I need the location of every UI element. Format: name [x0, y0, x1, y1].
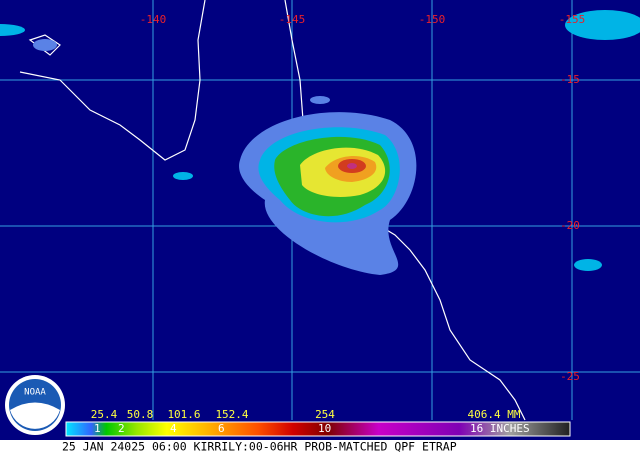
mm-label: 406.4 MM — [468, 408, 521, 421]
inch-labels: 1 2 4 6 10 16 INCHES — [94, 422, 530, 435]
longitude-label: -150 — [419, 13, 446, 26]
rainfall — [0, 10, 640, 275]
logo-text: NOAA — [24, 388, 46, 398]
mm-label: 152.4 — [215, 408, 248, 421]
latitude-label: -20 — [560, 219, 580, 232]
mm-label: 50.8 — [127, 408, 154, 421]
inch-label: 1 — [94, 422, 101, 435]
mm-labels: 25.4 50.8 101.6 152.4 254 406.4 MM — [91, 408, 521, 421]
color-bar — [65, 421, 571, 437]
latitude-label: -15 — [560, 73, 580, 86]
inch-label: 10 — [318, 422, 331, 435]
mm-label: 101.6 — [167, 408, 200, 421]
footer: 25 JAN 24025 06:00 KIRRILY:00-06HR PROB-… — [62, 440, 457, 454]
mm-label: 254 — [315, 408, 335, 421]
inch-label: 16 INCHES — [470, 422, 530, 435]
logo: NOAA — [5, 375, 65, 435]
inch-label: 2 — [118, 422, 125, 435]
inch-label: 4 — [170, 422, 177, 435]
longitude-label: -155 — [559, 13, 586, 26]
mm-label: 25.4 — [91, 408, 118, 421]
coordinate-labels: -140 -145 -150 -155 -15 -20 -25 — [140, 13, 586, 383]
latitude-label: -25 — [560, 370, 580, 383]
footer-band — [0, 440, 640, 455]
longitude-label: -140 — [140, 13, 167, 26]
longitude-label: -145 — [279, 13, 306, 26]
inch-label: 6 — [218, 422, 225, 435]
